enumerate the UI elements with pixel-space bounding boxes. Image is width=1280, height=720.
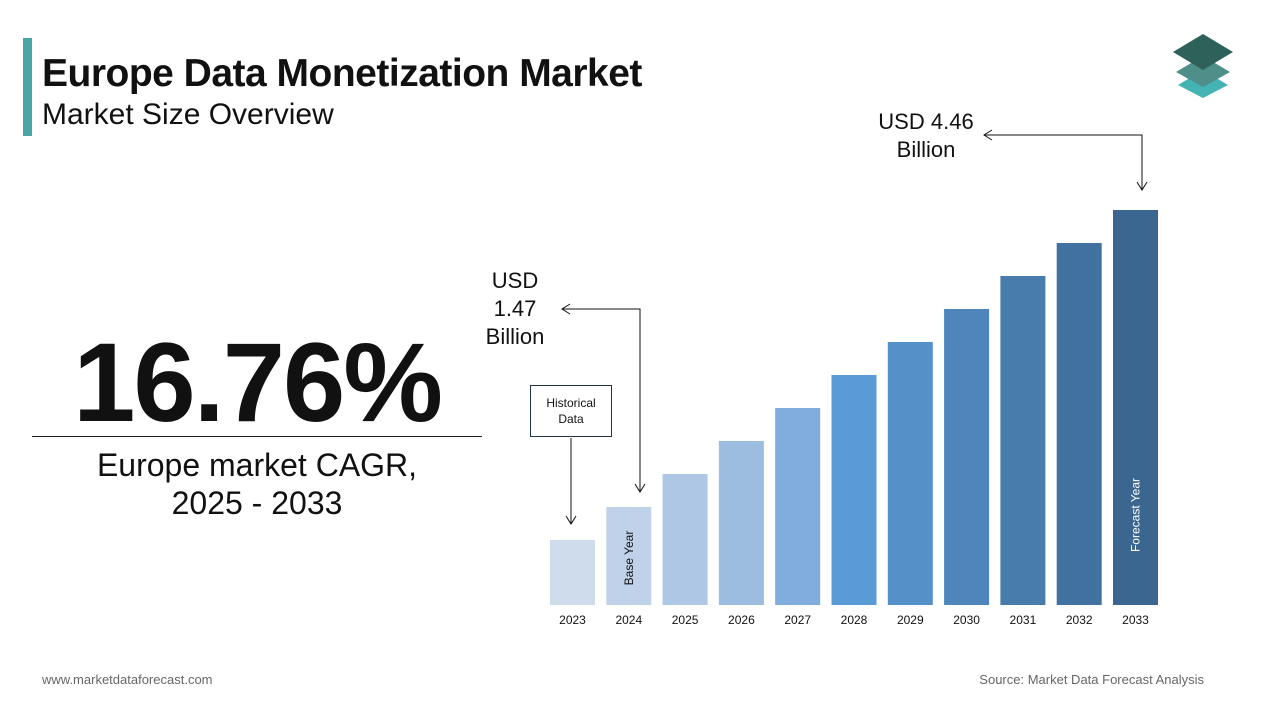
x-tick-label: 2030: [953, 613, 980, 627]
logo-layer-1: [1173, 34, 1233, 70]
x-tick-label: 2029: [897, 613, 924, 627]
x-tick-label: 2026: [728, 613, 755, 627]
x-tick-label: 2028: [841, 613, 868, 627]
source-note: Source: Market Data Forecast Analysis: [979, 672, 1204, 687]
bar-2023: [550, 540, 595, 605]
historical-arrow-down: [565, 515, 577, 525]
connector-lines: [561, 129, 1148, 525]
bar-2028: [831, 375, 877, 605]
start-connector: [562, 308, 641, 492]
start-callout-line1: USD: [491, 268, 539, 293]
bar-2030: [944, 309, 990, 605]
x-tick-label: 2023: [559, 613, 586, 627]
cagr-label: Europe market CAGR, 2025 - 2033: [32, 446, 482, 522]
x-tick-label: 2024: [615, 613, 642, 627]
bar-2031: [1000, 276, 1046, 605]
bar-2033: [1113, 210, 1158, 605]
end-value-callout: USD 4.46 Billion: [866, 108, 986, 164]
start-callout-line2: 1.47: [493, 296, 537, 321]
start-arrow-down: [634, 483, 646, 493]
page-title: Europe Data Monetization Market: [42, 52, 642, 95]
bar-2024: [606, 507, 652, 605]
start-value-callout: USD 1.47 Billion: [470, 267, 560, 351]
cagr-value: 16.76%: [73, 320, 443, 445]
bar-2029: [887, 342, 933, 605]
bar-2026: [718, 441, 764, 605]
end-arrow-left: [983, 129, 993, 141]
start-arrow-left: [561, 303, 571, 315]
x-tick-label: 2031: [1010, 613, 1037, 627]
historical-line2: Data: [558, 412, 584, 426]
title-accent-bar: [23, 38, 32, 136]
website-link[interactable]: www.marketdataforecast.com: [42, 672, 213, 687]
end-callout-line2: Billion: [896, 137, 956, 162]
bar-2025: [662, 474, 708, 605]
cagr-label-line1: Europe market CAGR,: [96, 447, 418, 483]
bar-label-2033: Forecast Year: [1129, 478, 1143, 552]
x-tick-label: 2027: [784, 613, 811, 627]
divider: [32, 436, 482, 437]
x-tick-label: 2033: [1122, 613, 1149, 627]
start-callout-line3: Billion: [485, 324, 545, 349]
historical-line1: Historical: [546, 396, 596, 410]
x-tick-label: 2032: [1066, 613, 1093, 627]
end-callout-line1: USD 4.46: [878, 109, 974, 134]
cagr-label-line2: 2025 - 2033: [171, 485, 343, 521]
logo-layer-2: [1176, 56, 1230, 87]
x-tick-label: 2025: [672, 613, 699, 627]
logo-icon: [1173, 34, 1233, 98]
end-arrow-down: [1136, 181, 1148, 191]
page-subtitle: Market Size Overview: [42, 98, 334, 131]
historical-data-box: Historical Data: [530, 385, 612, 437]
bar-label-2024: Base Year: [622, 531, 636, 586]
end-connector: [984, 134, 1143, 190]
bar-2027: [775, 408, 821, 605]
bar-2032: [1056, 243, 1102, 605]
